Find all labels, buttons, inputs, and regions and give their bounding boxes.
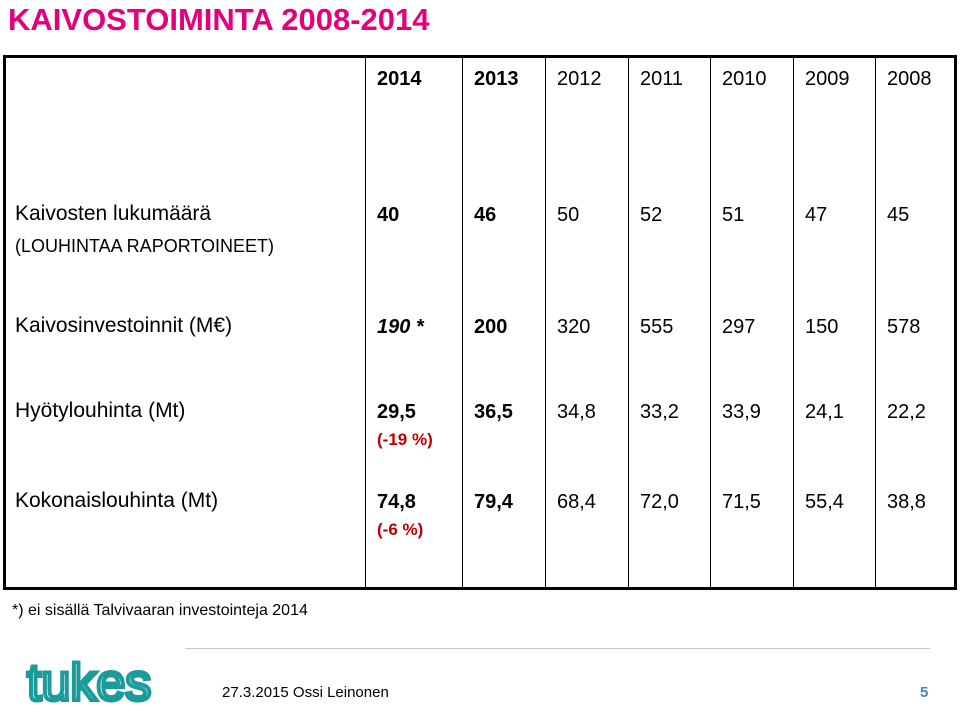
column-divider xyxy=(875,58,876,587)
cell-value: 55,4 xyxy=(805,491,844,513)
cell-note: (-19 %) xyxy=(377,430,433,449)
page-number: 5 xyxy=(920,684,929,701)
column-header: 2010 xyxy=(722,68,767,90)
row-label: Kaivosten lukumäärä xyxy=(15,202,212,225)
cell-value: 72,0 xyxy=(640,491,679,513)
cell-value: 45 xyxy=(887,204,910,226)
cell-value: 79,4 xyxy=(474,491,513,513)
cell-value: 47 xyxy=(805,204,828,226)
cell-note: (-6 %) xyxy=(377,520,424,539)
row-label: Kaivosinvestoinnit (M€) xyxy=(15,314,233,337)
cell-value: 68,4 xyxy=(557,491,596,513)
column-header: 2009 xyxy=(805,68,850,90)
logo-text: tukes xyxy=(27,654,151,710)
cell-value: 200 xyxy=(474,316,508,338)
cell-value: 24,1 xyxy=(805,401,844,423)
row-label: Kokonaislouhinta (Mt) xyxy=(15,489,219,512)
cell-value: 578 xyxy=(887,316,921,338)
cell-value: 297 xyxy=(722,316,756,338)
column-header: 2011 xyxy=(640,68,684,90)
cell-value: 36,5 xyxy=(474,401,513,423)
column-divider xyxy=(628,58,629,587)
cell-value: 40 xyxy=(377,204,400,226)
column-divider xyxy=(710,58,711,587)
table: 2014 2013 2012 2011 2010 2009 2008 Kaivosten lu… xyxy=(3,55,957,590)
cell-value: 22,2 xyxy=(887,401,926,423)
cell-value: 71,5 xyxy=(722,491,761,513)
column-divider xyxy=(545,58,546,587)
cell-value: 33,2 xyxy=(640,401,679,423)
row-label: Hyötylouhinta (Mt) xyxy=(15,399,186,422)
cell-value: 38,8 xyxy=(887,491,926,513)
footer-date: 27.3.2015 Ossi Leinonen xyxy=(222,684,389,701)
column-header: 2014 xyxy=(377,68,422,90)
cell-value: 33,9 xyxy=(722,401,761,423)
cell-value: 555 xyxy=(640,316,674,338)
cell-value: 29,5 xyxy=(377,401,416,423)
column-header: 2012 xyxy=(557,68,602,90)
cell-value: 190 * xyxy=(377,316,424,338)
column-divider xyxy=(793,58,794,587)
cell-value: 74,8 xyxy=(377,491,416,513)
cell-value: 320 xyxy=(557,316,591,338)
footnote: *) ei sisällä Talvivaaran investointeja … xyxy=(12,602,308,619)
column-header: 2008 xyxy=(887,68,932,90)
cell-value: 52 xyxy=(640,204,663,226)
cell-value: 50 xyxy=(557,204,580,226)
row-sublabel: (LOUHINTAA RAPORTOINEET) xyxy=(15,236,275,256)
footer-rule xyxy=(185,648,930,649)
cell-value: 150 xyxy=(805,316,839,338)
cell-value: 51 xyxy=(722,204,745,226)
logo: tukes xyxy=(25,652,153,710)
cell-value: 34,8 xyxy=(557,401,596,423)
slide-title: KAIVOSTOIMINTA 2008-2014 xyxy=(8,2,430,37)
column-header: 2013 xyxy=(474,68,519,90)
column-divider xyxy=(462,58,463,587)
cell-value: 46 xyxy=(474,204,497,226)
column-divider xyxy=(365,58,366,587)
